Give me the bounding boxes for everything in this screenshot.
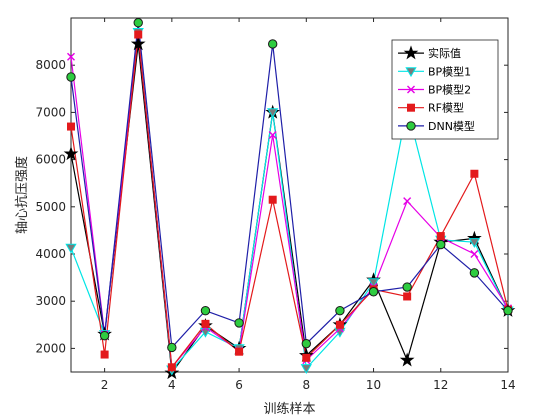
legend-label-3: BP模型2	[428, 83, 471, 97]
data-point-series-1	[399, 352, 415, 367]
x-tick-label: 14	[500, 378, 515, 392]
data-point-series-5	[368, 287, 379, 297]
legend-marker-3	[407, 85, 415, 94]
data-point-series-2	[300, 364, 312, 375]
data-point-series-1	[63, 146, 79, 161]
data-point-series-4	[100, 350, 109, 359]
x-tick-label: 8	[302, 378, 310, 392]
x-tick-label: 10	[366, 378, 381, 392]
x-marker-stroke	[67, 52, 75, 61]
data-point-series-4	[167, 363, 176, 372]
data-point-series-1	[130, 36, 146, 51]
data-point-series-5	[335, 305, 345, 316]
data-point-series-3	[268, 131, 277, 140]
legend-label-5: DNN模型	[428, 119, 475, 133]
legend-label-1: 实际值	[428, 46, 461, 60]
x-marker-stroke	[268, 131, 277, 140]
data-point-series-5	[133, 18, 143, 28]
y-tick-label: 6000	[35, 153, 66, 167]
data-point-series-5	[503, 305, 513, 316]
data-point-series-5	[167, 342, 177, 353]
y-tick-label: 8000	[35, 58, 66, 72]
data-point-series-4	[201, 319, 210, 328]
series-line-5	[70, 22, 509, 349]
data-point-series-4	[67, 122, 75, 131]
data-point-series-2	[468, 238, 481, 249]
x-marker-stroke	[403, 197, 412, 206]
data-point-series-3	[470, 250, 479, 258]
data-point-series-5	[402, 282, 412, 292]
data-point-series-2	[267, 108, 279, 119]
data-point-series-5	[234, 318, 244, 328]
data-point-series-3	[403, 197, 412, 206]
series-line-4	[70, 34, 509, 369]
data-point-series-3	[67, 52, 75, 61]
data-point-series-2	[65, 243, 77, 254]
data-point-series-4	[470, 169, 479, 178]
data-point-series-4	[235, 347, 244, 356]
legend-label-4: RF模型	[428, 101, 464, 115]
x-tick-label: 4	[168, 378, 176, 392]
data-point-series-4	[302, 353, 311, 362]
x-tick-label: 6	[235, 378, 243, 392]
y-tick-label: 3000	[35, 294, 66, 308]
legend-marker-5	[406, 121, 416, 131]
data-point-series-4	[335, 320, 344, 329]
x-axis-title: 训练样本	[263, 402, 315, 417]
x-marker-stroke	[407, 85, 415, 94]
data-point-series-5	[301, 338, 312, 349]
data-point-series-5	[66, 72, 76, 82]
x-tick-label: 2	[101, 378, 109, 392]
y-tick-label: 5000	[35, 200, 66, 214]
data-point-series-5	[99, 330, 110, 341]
data-point-series-5	[436, 239, 446, 250]
data-point-series-4	[403, 292, 412, 301]
y-tick-label: 4000	[35, 247, 66, 261]
data-point-series-5	[267, 39, 278, 49]
x-tick-label: 12	[433, 378, 448, 392]
legend-marker-2	[405, 67, 417, 78]
data-point-series-2	[367, 278, 380, 289]
y-tick-label: 2000	[35, 341, 66, 355]
data-point-series-4	[436, 232, 445, 241]
legend-marker-4	[407, 103, 415, 112]
data-point-series-5	[200, 305, 211, 316]
legend-label-2: BP模型1	[428, 64, 471, 78]
data-point-series-5	[469, 268, 480, 278]
y-axis-title: 轴心抗压强度	[14, 156, 30, 234]
y-tick-label: 7000	[35, 105, 66, 119]
series-line-1	[70, 43, 509, 375]
legend-marker-1	[403, 45, 419, 60]
x-marker-stroke	[470, 250, 479, 258]
data-point-series-4	[134, 30, 143, 39]
data-point-series-4	[268, 195, 277, 204]
